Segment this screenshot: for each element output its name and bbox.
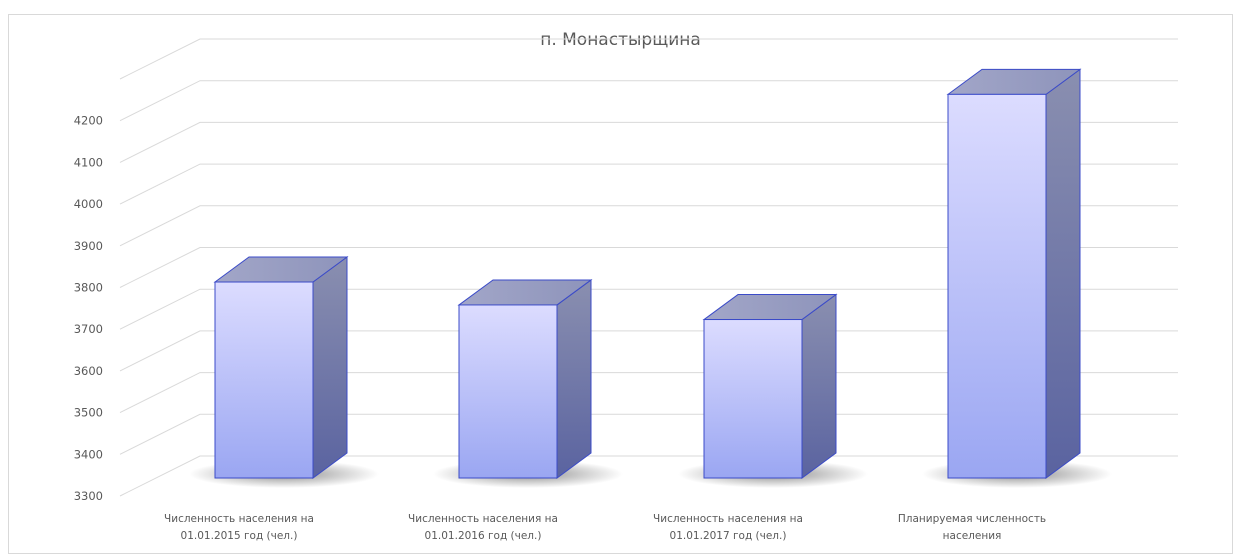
gridline [119, 330, 1178, 372]
bar-side [556, 278, 592, 479]
y-tick-label: 3600 [74, 364, 103, 378]
x-tick-label: населения [943, 530, 1002, 542]
y-tick-label: 3800 [74, 281, 103, 295]
y-tick-label: 3900 [74, 239, 103, 253]
gridline [119, 288, 1178, 330]
x-tick-label: Численность населения на [164, 513, 314, 525]
bar [703, 319, 803, 479]
gridline [119, 455, 1178, 497]
x-tick-label: 01.01.2017 год (чел.) [670, 530, 787, 542]
bar-side [1045, 68, 1081, 479]
y-tick-label: 3700 [74, 322, 103, 336]
y-tick-label: 3500 [74, 406, 103, 420]
gridline [119, 121, 1178, 163]
y-tick-label: 4200 [74, 114, 103, 128]
chart-title: п. Монастырщина [540, 30, 701, 50]
x-tick-label: 01.01.2015 год (чел.) [181, 530, 298, 542]
x-tick-label: 01.01.2016 год (чел.) [425, 530, 542, 542]
gridline [119, 163, 1178, 205]
bar [947, 93, 1047, 479]
x-tick-label: Численность населения на [653, 513, 803, 525]
gridline [119, 205, 1178, 247]
y-tick-label: 4100 [74, 155, 103, 169]
y-tick-label: 3300 [74, 489, 103, 503]
gridline [119, 247, 1178, 288]
bar [214, 281, 314, 479]
gridline [119, 413, 1178, 455]
x-tick-label: Численность населения на [408, 513, 558, 525]
y-tick-label: 4000 [74, 197, 103, 211]
bar-side [312, 256, 348, 479]
bar-side [801, 293, 837, 479]
bar [458, 304, 558, 479]
gridline [119, 38, 1178, 80]
gridline [119, 80, 1178, 122]
y-tick-label: 3400 [74, 447, 103, 461]
x-tick-label: Планируемая численность [898, 513, 1046, 525]
gridline [119, 372, 1178, 414]
